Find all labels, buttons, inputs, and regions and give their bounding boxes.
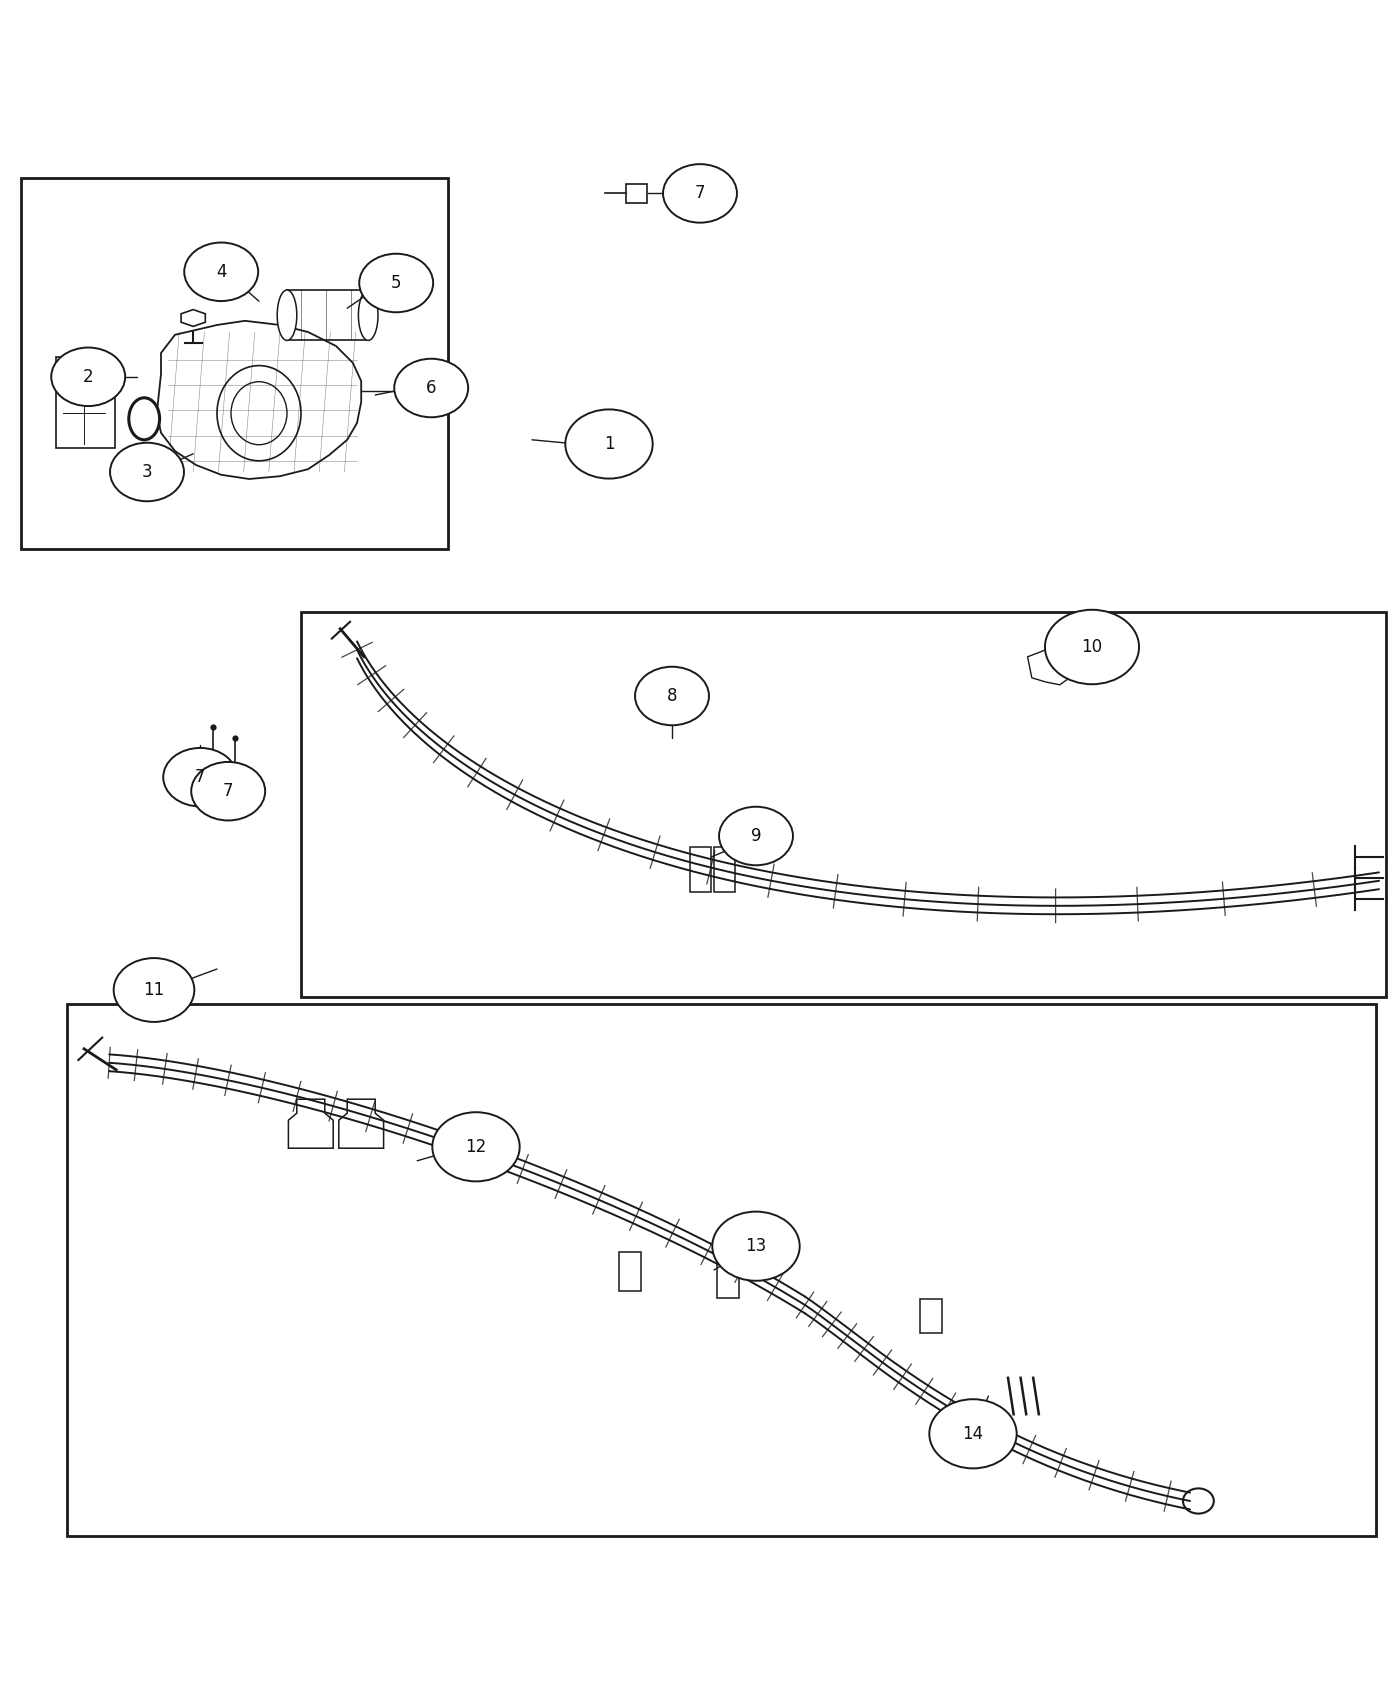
Ellipse shape — [111, 442, 183, 501]
Text: 7: 7 — [694, 184, 706, 202]
Text: 12: 12 — [465, 1137, 487, 1156]
Text: 5: 5 — [391, 274, 402, 292]
Bar — [56, 357, 115, 449]
Text: 7: 7 — [223, 782, 234, 801]
Bar — [714, 847, 735, 893]
Text: 2: 2 — [83, 367, 94, 386]
Ellipse shape — [713, 1212, 799, 1280]
Ellipse shape — [192, 762, 265, 821]
Bar — [626, 184, 647, 204]
Ellipse shape — [395, 359, 468, 416]
Text: 3: 3 — [141, 462, 153, 481]
Ellipse shape — [129, 398, 160, 440]
Text: 1: 1 — [603, 435, 615, 452]
Ellipse shape — [185, 243, 258, 301]
Bar — [717, 1265, 739, 1299]
Text: 10: 10 — [1081, 638, 1103, 656]
Text: 6: 6 — [426, 379, 437, 398]
Text: 14: 14 — [962, 1425, 984, 1443]
Ellipse shape — [664, 165, 736, 223]
Ellipse shape — [164, 748, 237, 806]
Bar — [21, 178, 448, 549]
Text: 11: 11 — [143, 981, 165, 1000]
Text: 13: 13 — [745, 1238, 767, 1255]
Text: 7: 7 — [195, 768, 206, 785]
Bar — [67, 1005, 1376, 1537]
Text: 8: 8 — [666, 687, 678, 706]
Bar — [920, 1299, 942, 1333]
Ellipse shape — [358, 291, 378, 340]
Ellipse shape — [720, 808, 792, 865]
Bar — [287, 291, 368, 340]
Text: 4: 4 — [216, 264, 227, 280]
Text: 9: 9 — [750, 826, 762, 845]
Ellipse shape — [930, 1399, 1016, 1469]
Bar — [690, 847, 711, 893]
Ellipse shape — [277, 291, 297, 340]
Ellipse shape — [566, 410, 652, 479]
Bar — [619, 1251, 641, 1290]
Bar — [301, 612, 1386, 996]
Ellipse shape — [52, 347, 125, 406]
Ellipse shape — [360, 253, 433, 313]
Ellipse shape — [1044, 610, 1140, 683]
Ellipse shape — [433, 1112, 519, 1181]
Ellipse shape — [636, 666, 708, 726]
Ellipse shape — [113, 959, 195, 1022]
